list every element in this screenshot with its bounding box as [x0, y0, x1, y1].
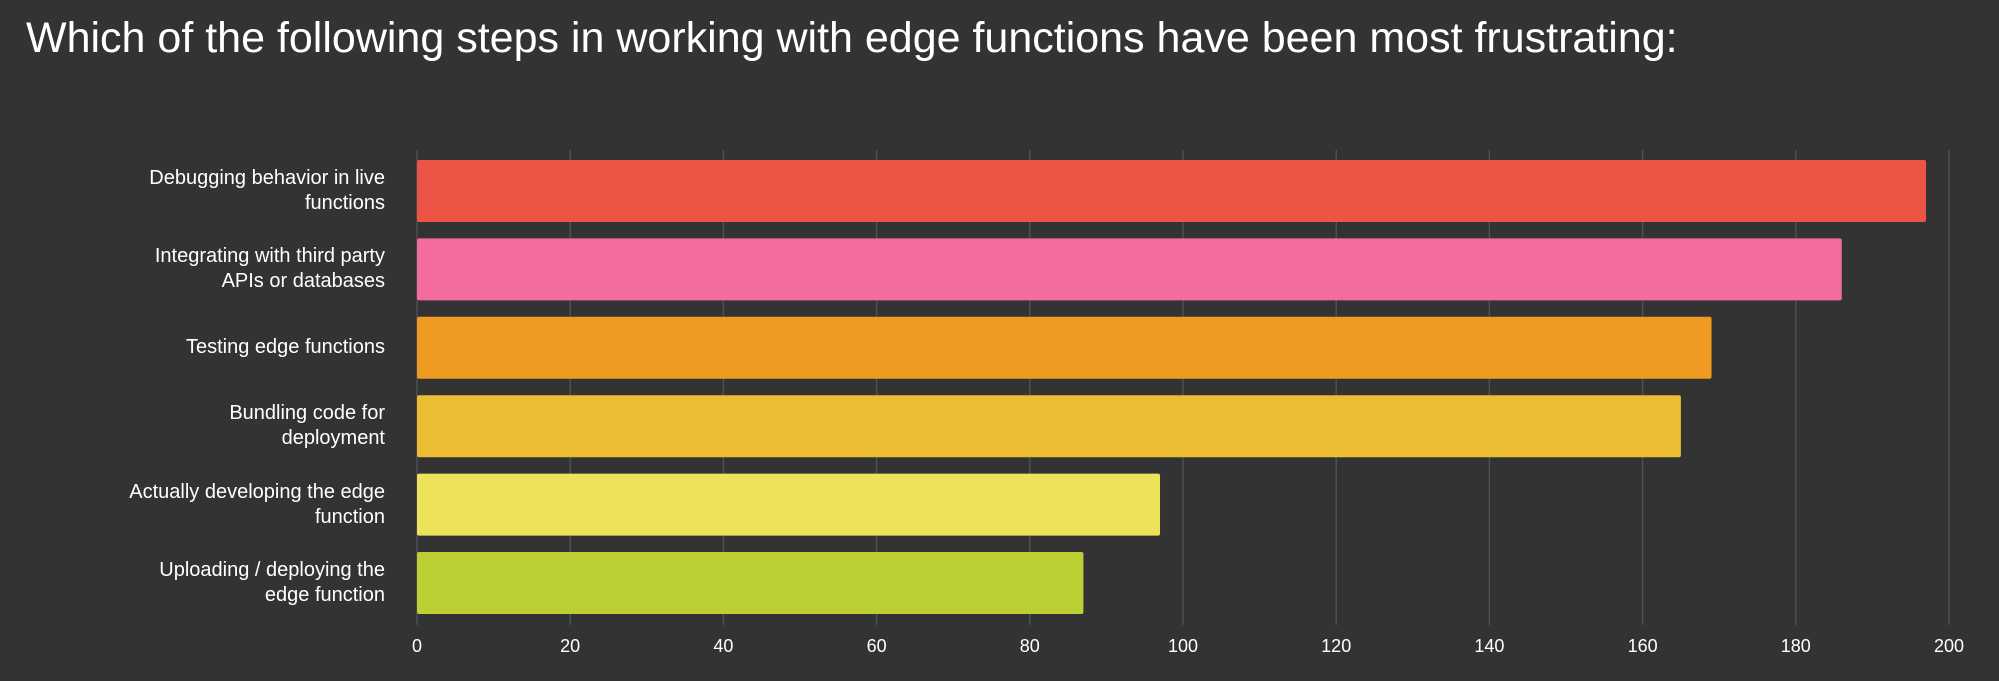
- bar: [417, 552, 1084, 614]
- x-tick-label: 200: [1934, 636, 1964, 656]
- x-tick-label: 140: [1474, 636, 1504, 656]
- x-tick-label: 120: [1321, 636, 1351, 656]
- y-tick-label: Testing edge functions: [185, 336, 385, 359]
- chart-title: Which of the following steps in working …: [26, 14, 1678, 62]
- y-tick-label: Bundling code for deployment: [229, 402, 385, 450]
- bar: [417, 473, 1161, 536]
- x-tick-label: 60: [867, 636, 887, 656]
- x-tick-label: 160: [1628, 636, 1658, 656]
- y-tick-label: Uploading / deploying the edge function: [159, 559, 385, 606]
- x-tick-label: 20: [560, 636, 580, 656]
- y-tick-label: Debugging behavior in live functions: [149, 167, 385, 214]
- x-tick-label: 100: [1168, 636, 1198, 656]
- bar: [417, 316, 1712, 379]
- bar: [417, 395, 1681, 458]
- y-tick-label: Integrating with third party APIs or dat…: [154, 245, 385, 293]
- x-tick-label: 40: [713, 636, 733, 656]
- x-tick-label: 0: [412, 636, 422, 656]
- x-tick-label: 180: [1781, 636, 1811, 656]
- bar: [417, 160, 1927, 222]
- bar: [417, 238, 1842, 301]
- y-tick-label: Actually developing the edge function: [129, 480, 385, 528]
- x-tick-label: 80: [1020, 636, 1040, 656]
